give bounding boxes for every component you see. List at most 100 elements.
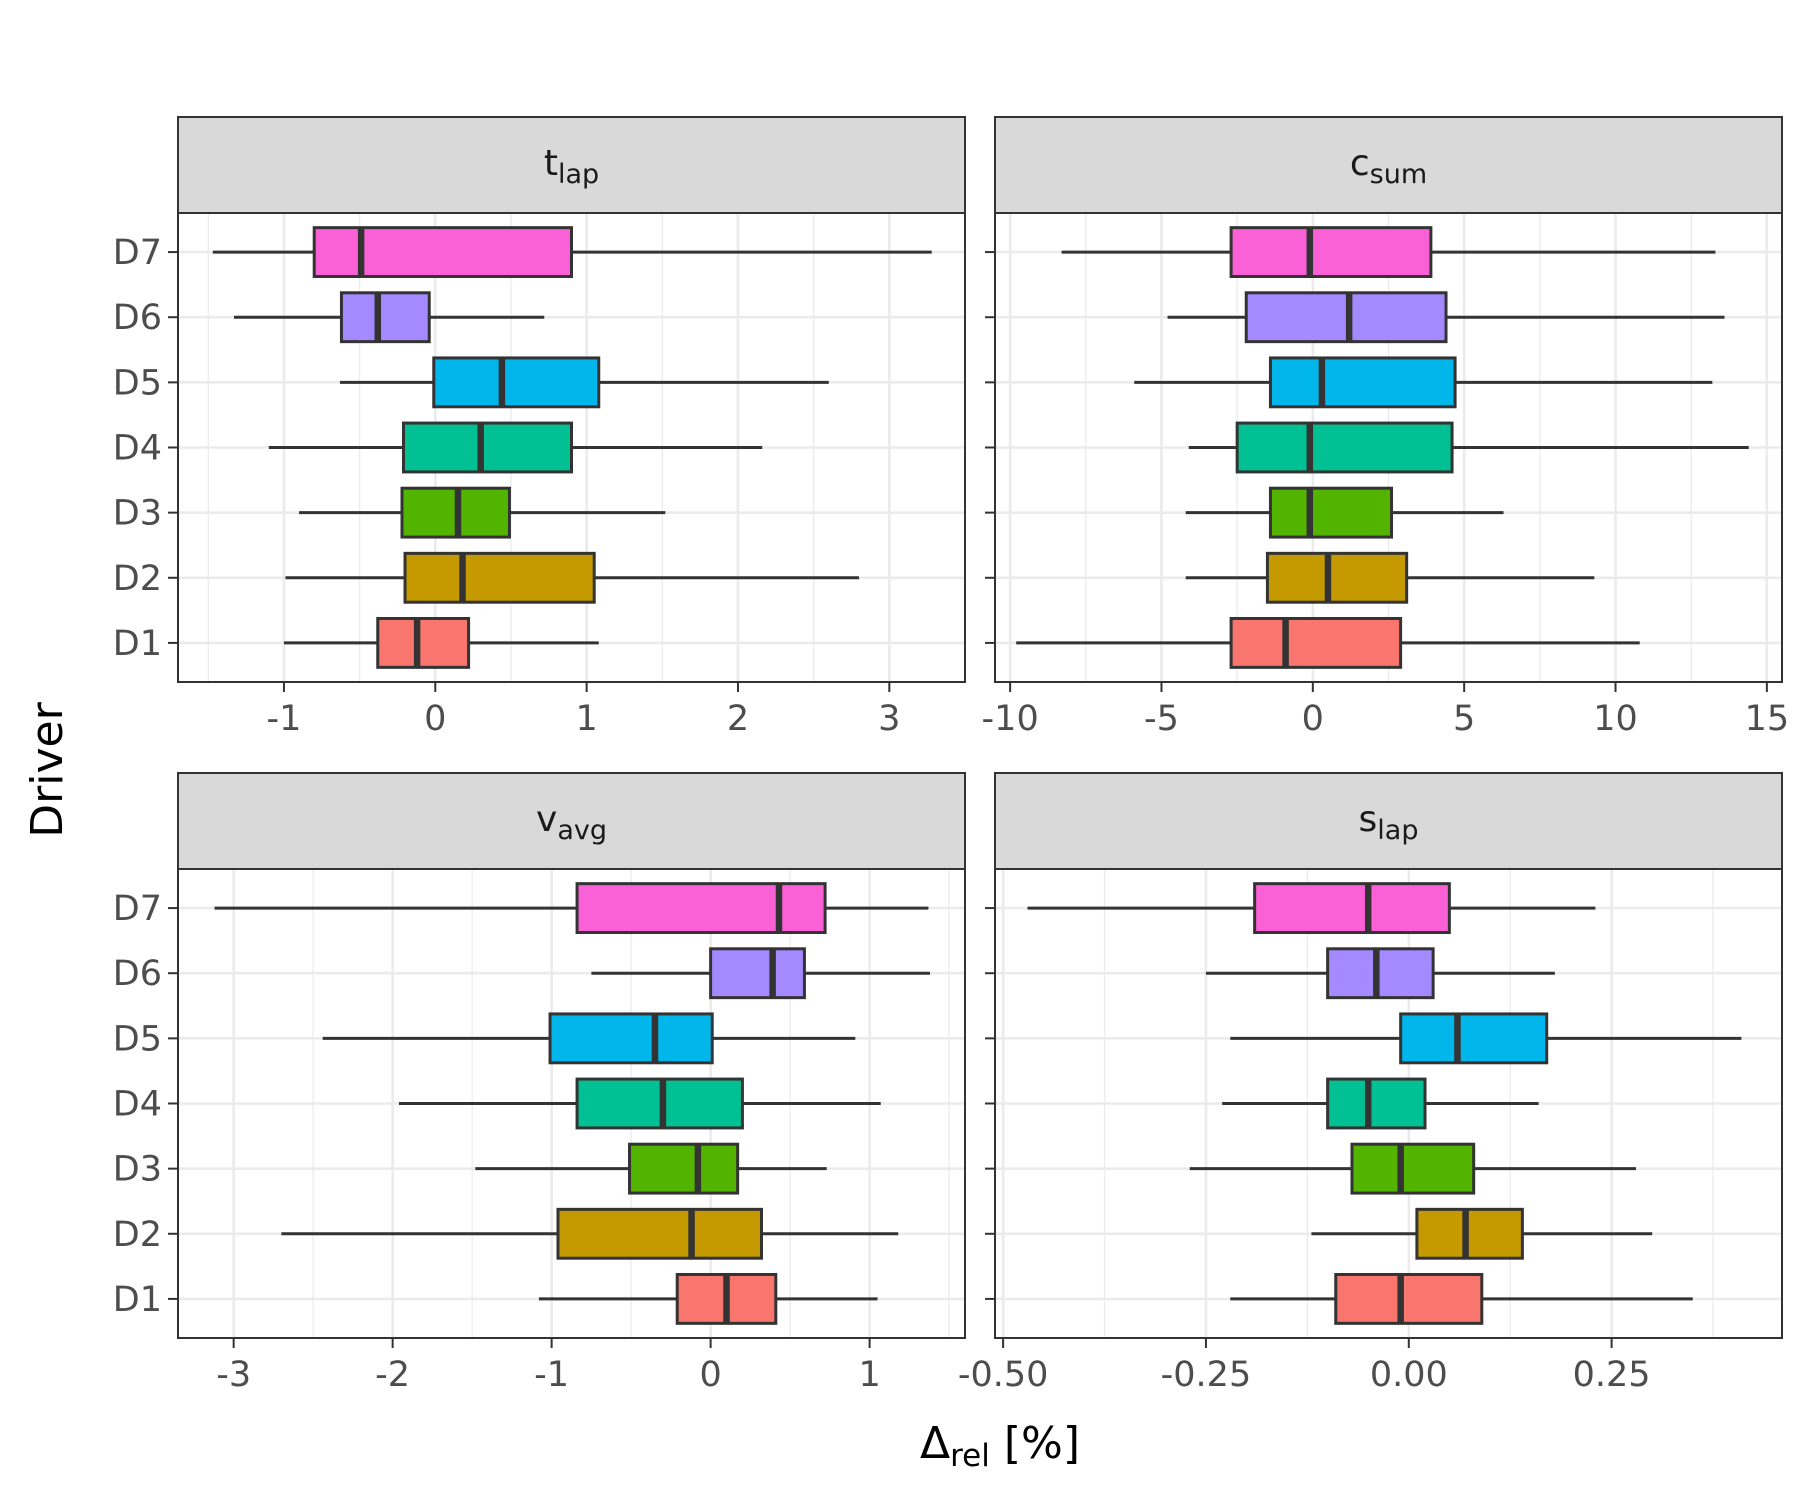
box-iqr <box>1268 486 1394 539</box>
box-D2 <box>1311 1207 1653 1260</box>
strip-label-main: c <box>1350 143 1370 184</box>
y-tick-label: D6 <box>113 954 162 994</box>
box-D7 <box>1061 226 1716 279</box>
x-tick-label: 0.00 <box>1370 1355 1448 1395</box>
x-tick-label: 1 <box>575 699 597 739</box>
strip-label-main: t <box>544 143 558 184</box>
strip-label-subscript: lap <box>558 159 599 190</box>
y-tick-label: D4 <box>113 429 162 469</box>
box-D5 <box>1134 356 1713 409</box>
x-tick-label: 5 <box>1453 699 1475 739</box>
box-D4 <box>1222 1077 1539 1130</box>
box-iqr <box>556 1207 763 1260</box>
box-iqr <box>376 616 471 669</box>
box-D3 <box>299 486 666 539</box>
box-iqr <box>1268 356 1457 409</box>
box-iqr <box>709 947 806 1000</box>
box-iqr <box>403 551 596 604</box>
box-D3 <box>475 1142 827 1195</box>
box-iqr <box>548 1012 714 1065</box>
strip-background <box>177 772 966 870</box>
x-tick-label: 15 <box>1745 699 1790 739</box>
x-axis-title-unit: [%] <box>990 1418 1080 1469</box>
x-tick-label: 0.25 <box>1573 1355 1651 1395</box>
box-D7 <box>212 226 932 279</box>
x-tick-label: -1 <box>266 699 301 739</box>
box-D1 <box>1016 616 1640 669</box>
x-tick-label: -5 <box>1144 699 1179 739</box>
box-D1 <box>538 1272 878 1325</box>
box-iqr <box>575 882 827 935</box>
y-tick-label: D7 <box>113 233 162 273</box>
x-tick-label: -3 <box>216 1355 251 1395</box>
y-tick-label: D2 <box>113 559 162 599</box>
x-tick-label: 10 <box>1593 699 1638 739</box>
box-iqr <box>312 226 573 279</box>
box-D6 <box>1205 947 1555 1000</box>
strip-background <box>994 772 1783 870</box>
box-D3 <box>1185 486 1504 539</box>
y-tick-label: D6 <box>113 298 162 338</box>
y-tick-label: D1 <box>113 624 162 664</box>
x-tick-label: -0.50 <box>958 1355 1049 1395</box>
box-D4 <box>398 1077 881 1130</box>
panel-csum: csum -10 -5 0 5 10 15 <box>982 116 1790 739</box>
box-D6 <box>1167 291 1725 344</box>
box-iqr <box>1229 616 1403 669</box>
x-tick-label: -10 <box>982 699 1039 739</box>
box-iqr <box>1399 1012 1549 1065</box>
box-iqr <box>432 356 601 409</box>
box-iqr <box>628 1142 740 1195</box>
box-D6 <box>233 291 545 344</box>
y-tick-label: D3 <box>113 1150 162 1190</box>
y-tick-label: D4 <box>113 1085 162 1125</box>
box-D2 <box>1185 551 1595 604</box>
y-axis-title: Driver <box>22 701 73 837</box>
y-tick-label: D7 <box>113 889 162 929</box>
box-iqr <box>1326 1077 1427 1130</box>
box-iqr <box>1350 1142 1476 1195</box>
box-D5 <box>322 1012 856 1065</box>
strip-label: tlap <box>544 143 599 190</box>
x-tick-label: -0.25 <box>1161 1355 1252 1395</box>
x-axis-title: Δrel [%] <box>920 1418 1080 1474</box>
strip-background <box>994 116 1783 214</box>
x-axis-title-subscript: rel <box>950 1438 990 1474</box>
box-D7 <box>1027 882 1596 935</box>
x-tick-label: 0 <box>424 699 446 739</box>
box-D4 <box>268 421 763 474</box>
strip-background <box>177 116 966 214</box>
box-D7 <box>214 882 929 935</box>
box-D6 <box>591 947 931 1000</box>
x-tick-label: 2 <box>727 699 749 739</box>
x-tick-label: 1 <box>858 1355 880 1395</box>
strip-label: slap <box>1359 799 1419 846</box>
box-iqr <box>1415 1207 1524 1260</box>
x-tick-label: -2 <box>375 1355 410 1395</box>
y-tick-label: D2 <box>113 1215 162 1255</box>
strip-label-subscript: lap <box>1377 815 1418 846</box>
box-iqr <box>339 291 431 344</box>
box-D4 <box>1188 421 1749 474</box>
box-iqr <box>1235 421 1454 474</box>
box-D2 <box>281 1207 899 1260</box>
strip-label: csum <box>1350 143 1427 190</box>
box-iqr <box>402 421 573 474</box>
box-iqr <box>1334 1272 1484 1325</box>
y-tick-label: D3 <box>113 494 162 534</box>
box-D1 <box>1230 1272 1693 1325</box>
y-tick-label: D5 <box>113 1019 162 1059</box>
strip-label: vavg <box>536 799 607 846</box>
panel-slap: slap -0.50 -0.25 0.00 0.25 <box>958 772 1783 1395</box>
box-iqr <box>1253 882 1451 935</box>
x-tick-label: 3 <box>878 699 900 739</box>
panel-vavg: vavg D1 D2 D3 D4 D5 D6 D7 -3 -2 -1 0 1 <box>113 772 966 1395</box>
box-D2 <box>285 551 860 604</box>
box-iqr <box>1326 947 1435 1000</box>
box-iqr <box>1265 551 1409 604</box>
x-tick-label: 0 <box>1302 699 1324 739</box>
box-D3 <box>1189 1142 1636 1195</box>
strip-label-main: s <box>1359 799 1378 840</box>
box-D5 <box>339 356 829 409</box>
